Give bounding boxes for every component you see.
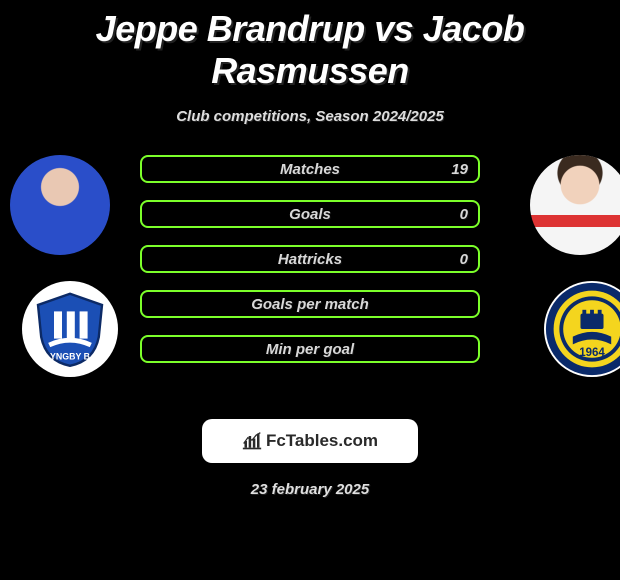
stat-label: Min per goal xyxy=(266,341,354,358)
club-left-logo: YNGBY B xyxy=(22,281,118,377)
stat-row: Matches 19 xyxy=(140,155,480,183)
page-title: Jeppe Brandrup vs Jacob Rasmussen xyxy=(0,0,620,92)
stat-value-right: 0 xyxy=(460,251,468,268)
stat-row: Min per goal xyxy=(140,335,480,363)
page-date: 23 february 2025 xyxy=(0,481,620,498)
stat-label: Hattricks xyxy=(278,251,342,268)
stat-label: Goals xyxy=(289,206,331,223)
player-right-photo xyxy=(530,155,620,255)
club-right-logo: 1964 xyxy=(544,281,620,377)
player-left-photo xyxy=(10,155,110,255)
stat-label: Goals per match xyxy=(251,296,369,313)
comparison-panel: YNGBY B 1964 Matches19Goals0Hattricks0Go… xyxy=(0,155,620,405)
stat-label: Matches xyxy=(280,161,340,178)
stat-row: Goals per match xyxy=(140,290,480,318)
stat-row: Goals 0 xyxy=(140,200,480,228)
avatar xyxy=(10,155,110,255)
lyngby-crest-icon: YNGBY B xyxy=(22,281,118,377)
brondby-crest-icon: 1964 xyxy=(544,281,620,377)
page-subtitle: Club competitions, Season 2024/2025 xyxy=(0,108,620,125)
bar-chart-icon xyxy=(242,431,262,451)
brand-badge: FcTables.com xyxy=(202,419,418,463)
brand-text: FcTables.com xyxy=(266,431,378,451)
stats-list: Matches 19 Goals 0 Hattricks 0 Goals per match… xyxy=(140,155,480,380)
stat-value-right: 0 xyxy=(460,206,468,223)
stat-value-right: 19 xyxy=(451,161,468,178)
stat-row: Hattricks 0 xyxy=(140,245,480,273)
svg-text:YNGBY B: YNGBY B xyxy=(50,351,90,361)
svg-text:1964: 1964 xyxy=(579,347,605,359)
avatar xyxy=(530,155,620,255)
